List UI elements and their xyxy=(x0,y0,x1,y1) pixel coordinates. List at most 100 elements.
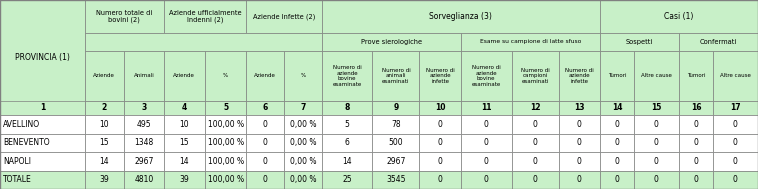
Bar xyxy=(713,170,758,189)
Bar xyxy=(419,51,461,101)
Text: 0,00 %: 0,00 % xyxy=(290,120,316,129)
Text: 495: 495 xyxy=(136,120,151,129)
Bar xyxy=(85,134,124,152)
Text: 0: 0 xyxy=(654,138,659,147)
Bar xyxy=(164,134,205,152)
Text: BENEVENTO: BENEVENTO xyxy=(3,138,50,147)
Text: TOTALE: TOTALE xyxy=(3,175,32,184)
Bar xyxy=(205,152,246,170)
Bar xyxy=(713,101,758,115)
Text: Numero di
animali
esaminati: Numero di animali esaminati xyxy=(381,68,410,84)
Bar xyxy=(372,152,419,170)
Bar xyxy=(284,115,321,134)
Bar xyxy=(372,115,419,134)
Bar xyxy=(419,134,461,152)
Text: Aziende: Aziende xyxy=(254,73,276,78)
Bar xyxy=(419,115,461,134)
Bar xyxy=(321,0,600,33)
Text: 0: 0 xyxy=(615,138,619,147)
Bar xyxy=(559,51,600,101)
Text: 4810: 4810 xyxy=(134,175,154,184)
Text: 13: 13 xyxy=(574,104,584,112)
Bar xyxy=(512,101,559,115)
Bar xyxy=(124,115,164,134)
Text: 100,00 %: 100,00 % xyxy=(208,157,244,166)
Bar xyxy=(205,101,246,115)
Bar xyxy=(512,134,559,152)
Text: AVELLINO: AVELLINO xyxy=(3,120,40,129)
Text: 10: 10 xyxy=(435,104,446,112)
Bar xyxy=(461,51,512,101)
Text: Numero di
aziende
infette: Numero di aziende infette xyxy=(426,68,455,84)
Text: PROVINCIA (1): PROVINCIA (1) xyxy=(15,53,70,62)
Bar xyxy=(205,51,246,101)
Bar xyxy=(85,0,164,33)
Text: 0: 0 xyxy=(694,138,698,147)
Bar xyxy=(512,115,559,134)
Text: 15: 15 xyxy=(99,138,109,147)
Text: 0: 0 xyxy=(733,175,738,184)
Text: 0: 0 xyxy=(484,157,489,166)
Bar xyxy=(634,152,679,170)
Bar xyxy=(461,170,512,189)
Text: Sorveglianza (3): Sorveglianza (3) xyxy=(429,12,492,21)
Text: 14: 14 xyxy=(180,157,190,166)
Bar xyxy=(85,115,124,134)
Bar xyxy=(85,101,124,115)
Text: 6: 6 xyxy=(262,104,268,112)
Bar xyxy=(634,170,679,189)
Bar xyxy=(321,51,372,101)
Text: 0: 0 xyxy=(533,120,537,129)
Text: Prove sierologiche: Prove sierologiche xyxy=(361,39,421,45)
Bar xyxy=(559,134,600,152)
Text: 3545: 3545 xyxy=(386,175,406,184)
Bar xyxy=(559,101,600,115)
Text: 100,00 %: 100,00 % xyxy=(208,175,244,184)
Text: 25: 25 xyxy=(342,175,352,184)
Text: 0: 0 xyxy=(437,120,443,129)
Text: 0: 0 xyxy=(577,175,581,184)
Bar xyxy=(559,152,600,170)
Text: 78: 78 xyxy=(391,120,401,129)
Bar xyxy=(321,115,372,134)
Bar xyxy=(634,134,679,152)
Bar xyxy=(246,101,284,115)
Bar xyxy=(713,51,758,101)
Text: Altre cause: Altre cause xyxy=(641,73,672,78)
Bar xyxy=(600,33,679,51)
Bar xyxy=(124,134,164,152)
Text: 0: 0 xyxy=(615,120,619,129)
Text: 0: 0 xyxy=(263,138,268,147)
Bar xyxy=(679,101,713,115)
Bar xyxy=(0,134,85,152)
Bar xyxy=(284,152,321,170)
Bar xyxy=(419,170,461,189)
Bar xyxy=(164,51,205,101)
Bar xyxy=(600,134,634,152)
Text: 500: 500 xyxy=(389,138,403,147)
Bar xyxy=(321,33,461,51)
Text: 0: 0 xyxy=(733,138,738,147)
Bar xyxy=(124,152,164,170)
Bar xyxy=(246,115,284,134)
Bar xyxy=(372,101,419,115)
Text: 1348: 1348 xyxy=(134,138,154,147)
Text: Aziende: Aziende xyxy=(174,73,196,78)
Text: Confermati: Confermati xyxy=(700,39,737,45)
Text: Numero di
aziende
bovine
esaminate: Numero di aziende bovine esaminate xyxy=(333,65,362,87)
Text: 2: 2 xyxy=(102,104,107,112)
Bar xyxy=(512,51,559,101)
Text: Numero di
aziende
infette: Numero di aziende infette xyxy=(565,68,594,84)
Bar xyxy=(679,152,713,170)
Text: 0: 0 xyxy=(615,175,619,184)
Text: 39: 39 xyxy=(180,175,190,184)
Text: 0,00 %: 0,00 % xyxy=(290,138,316,147)
Bar xyxy=(634,101,679,115)
Text: 4: 4 xyxy=(182,104,187,112)
Bar xyxy=(164,0,246,33)
Bar xyxy=(85,33,321,51)
Bar xyxy=(246,134,284,152)
Text: 3: 3 xyxy=(141,104,146,112)
Text: 0: 0 xyxy=(533,175,537,184)
Bar xyxy=(634,51,679,101)
